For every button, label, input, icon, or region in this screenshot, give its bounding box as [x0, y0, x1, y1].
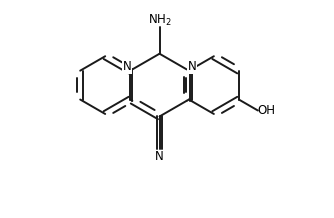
Text: NH$_2$: NH$_2$ [148, 13, 171, 28]
Text: OH: OH [258, 104, 276, 117]
Text: N: N [123, 60, 132, 73]
Text: N: N [188, 60, 196, 73]
Text: N: N [155, 150, 164, 163]
